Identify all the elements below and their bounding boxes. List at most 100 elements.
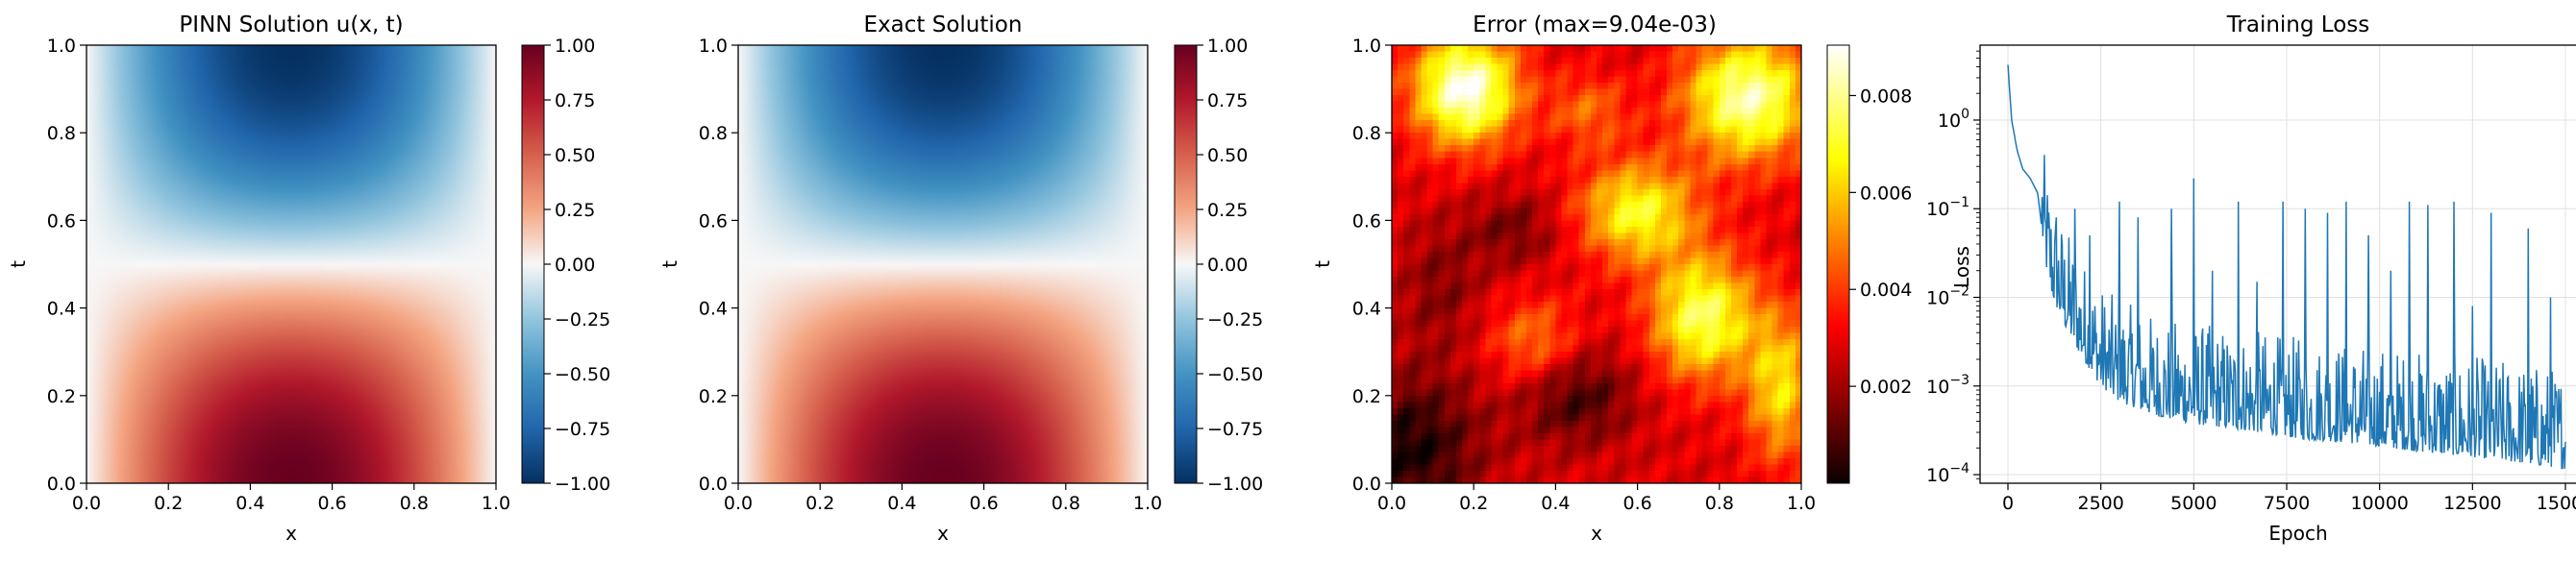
colorbar-tick-label: 0.25	[555, 200, 595, 221]
chart-title: Error (max=9.04e-03)	[1473, 12, 1717, 37]
colorbar-tick-label: 0.50	[555, 145, 595, 166]
y-tick-label: 10−2	[1926, 284, 1969, 309]
y-axis-label: t	[658, 260, 681, 268]
x-axis-label: x	[937, 522, 949, 545]
x-tick-label: 0.8	[1052, 493, 1080, 514]
colorbar-tick-label: 0.50	[1207, 145, 1248, 166]
x-tick-label: 2500	[2077, 493, 2123, 514]
colorbar-tick-label: 0.002	[1860, 377, 1912, 398]
x-tick-label: 0	[2002, 493, 2014, 514]
colorbar	[521, 44, 545, 484]
x-axis-ticks: 0.0 0.2 0.4 0.6 0.8 1.0	[1377, 483, 1816, 514]
heatmap-image	[87, 45, 496, 483]
y-tick-label: 0.0	[47, 474, 76, 495]
y-tick-label: 10−3	[1926, 373, 1969, 398]
x-tick-label: 0.8	[400, 493, 429, 514]
chart-title: PINN Solution u(x, t)	[179, 12, 403, 37]
y-axis-label: Loss	[1950, 246, 1973, 288]
y-tick-label: 0.0	[1352, 474, 1381, 495]
x-tick-label: 0.0	[1377, 493, 1406, 514]
x-tick-label: 0.6	[969, 493, 998, 514]
x-tick-label: 0.6	[1622, 493, 1651, 514]
x-tick-label: 7500	[2264, 493, 2310, 514]
colorbar-tick-label: −1.00	[1207, 474, 1263, 495]
x-tick-label: 1.0	[1133, 493, 1162, 514]
x-tick-label: 10000	[2350, 493, 2408, 514]
colorbar-tick-label: 0.006	[1860, 183, 1912, 204]
y-tick-label: 100	[1938, 107, 1969, 132]
colorbar-tick-label: 1.00	[555, 36, 595, 57]
y-tick-label: 0.6	[1352, 210, 1381, 232]
panel-error: Error (max=9.04e-03) 0.0 0.2 0.4 0.6 0.8 1.0 …	[1311, 12, 1912, 545]
x-axis-ticks: 0 2500 5000 7500 10000 12500 15000	[2002, 483, 2576, 514]
y-tick-label: 10−1	[1926, 195, 1969, 220]
colorbar-tick-label: −0.75	[1207, 419, 1263, 440]
colorbar-tick-label: 0.75	[555, 90, 595, 111]
panel-exact-solution: Exact Solution 0.0 0.2 0.4 0.6 0.8 1.0 0.0 0.2…	[658, 12, 1263, 545]
axes-frame	[1391, 44, 1802, 484]
y-tick-label: 0.2	[1352, 386, 1381, 407]
x-tick-label: 5000	[2170, 493, 2217, 514]
axes-frame	[737, 44, 1149, 484]
y-axis-ticks: 0.0 0.2 0.4 0.6 0.8 1.0	[1352, 36, 1392, 495]
axes-frame	[86, 44, 497, 484]
x-axis-label: x	[285, 522, 297, 545]
y-tick-label: 0.2	[699, 386, 728, 407]
x-tick-label: 15000	[2537, 493, 2576, 514]
x-tick-label: 0.2	[1459, 493, 1488, 514]
colorbar-ticks: 1.00 0.75 0.50 0.25 0.00 −0.25 −0.50 −0.75 −1.00	[1197, 36, 1263, 495]
x-tick-label: 0.2	[805, 493, 834, 514]
y-tick-label: 0.8	[1352, 123, 1381, 144]
x-tick-label: 1.0	[482, 493, 510, 514]
y-axis-label: t	[7, 260, 30, 268]
y-tick-label: 0.6	[47, 210, 76, 232]
colorbar-ticks: 0.008 0.006 0.004 0.002	[1849, 86, 1912, 398]
colorbar-tick-label: −0.25	[1207, 309, 1263, 330]
heatmap-image	[738, 45, 1148, 483]
colorbar-tick-label: 1.00	[1207, 36, 1248, 57]
x-tick-label: 1.0	[1787, 493, 1816, 514]
y-tick-label: 0.8	[47, 123, 76, 144]
y-tick-label: 1.0	[1352, 36, 1381, 57]
x-tick-label: 0.6	[317, 493, 346, 514]
x-tick-label: 0.2	[154, 493, 183, 514]
colorbar-tick-label: 0.00	[1207, 255, 1248, 276]
y-tick-label: 0.8	[699, 123, 728, 144]
panel-pinn-solution: PINN Solution u(x, t) 0.0 0.2 0.4 0.6 0.8 1.0…	[7, 12, 610, 545]
x-tick-label: 0.4	[1541, 493, 1570, 514]
colorbar-tick-label: 0.25	[1207, 200, 1248, 221]
colorbar-ticks: 1.00 0.75 0.50 0.25 0.00 −0.25 −0.50 −0.75 −1.00	[544, 36, 610, 495]
colorbar-tick-label: 0.00	[555, 255, 595, 276]
y-tick-label: 1.0	[699, 36, 728, 57]
chart-title: Exact Solution	[864, 12, 1023, 37]
panel-training-loss: Training Loss 0 2500 5000 7500 10000 12500 150…	[1926, 12, 2576, 545]
colorbar-tick-label: 0.008	[1860, 86, 1912, 107]
colorbar-tick-label: 0.004	[1860, 280, 1912, 301]
x-tick-label: 12500	[2443, 493, 2501, 514]
colorbar-tick-label: 0.75	[1207, 90, 1248, 111]
x-tick-label: 0.8	[1705, 493, 1734, 514]
colorbar	[1826, 44, 1850, 484]
x-tick-label: 0.0	[724, 493, 753, 514]
colorbar-tick-label: −0.50	[1207, 364, 1263, 385]
colorbar-tick-label: −0.75	[555, 419, 610, 440]
colorbar-tick-label: −0.25	[555, 309, 610, 330]
y-axis-ticks: 0.0 0.2 0.4 0.6 0.8 1.0	[47, 36, 87, 495]
y-tick-label: 0.4	[1352, 299, 1381, 320]
colorbar-tick-label: −0.50	[555, 364, 610, 385]
x-axis-label: Epoch	[2268, 522, 2327, 545]
y-tick-label: 0.4	[699, 299, 728, 320]
y-tick-label: 0.2	[47, 386, 76, 407]
chart-title: Training Loss	[2226, 12, 2370, 37]
y-tick-label: 1.0	[47, 36, 76, 57]
x-tick-label: 0.4	[235, 493, 264, 514]
x-axis-ticks: 0.0 0.2 0.4 0.6 0.8 1.0	[724, 483, 1162, 514]
y-tick-label: 0.4	[47, 299, 76, 320]
y-axis-ticks: 100 10−1 10−2 10−3 10−4	[1926, 50, 1980, 486]
y-axis-ticks: 0.0 0.2 0.4 0.6 0.8 1.0	[699, 36, 738, 495]
heatmap-image	[1392, 45, 1801, 483]
x-tick-label: 0.4	[887, 493, 916, 514]
y-tick-label: 0.6	[699, 210, 728, 232]
x-axis-ticks: 0.0 0.2 0.4 0.6 0.8 1.0	[72, 483, 510, 514]
